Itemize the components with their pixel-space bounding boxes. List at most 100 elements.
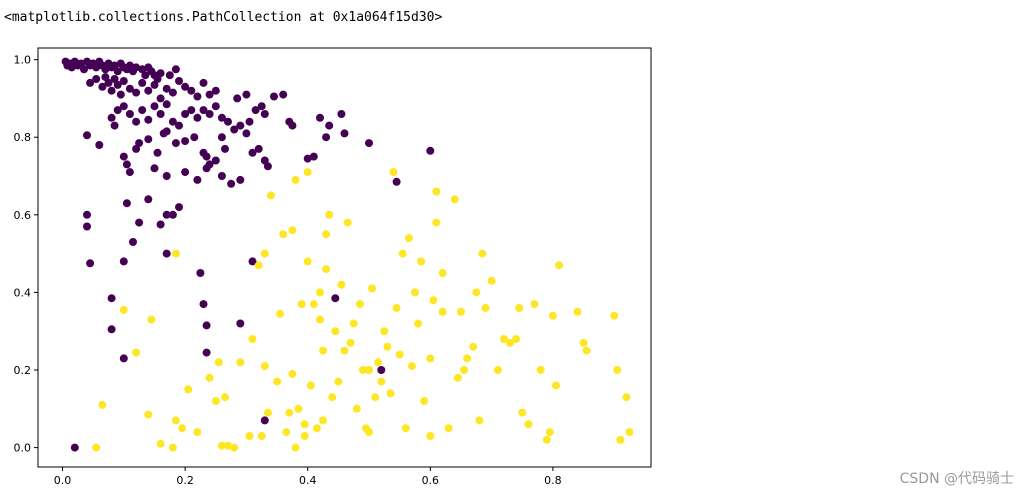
scatter-point-class-1	[545, 428, 554, 437]
scatter-point-class-0	[196, 269, 205, 277]
scatter-point-class-0	[202, 164, 211, 173]
scatter-point-class-1	[285, 408, 294, 417]
scatter-point-class-1	[463, 354, 472, 363]
scatter-point-class-0	[162, 249, 171, 258]
x-tick-label: 0.6	[422, 474, 440, 487]
scatter-point-class-1	[273, 377, 282, 386]
scatter-point-class-1	[184, 385, 193, 394]
y-tick-label: 0.2	[14, 364, 32, 377]
scatter-point-class-0	[187, 86, 196, 95]
points-layer	[61, 57, 634, 452]
scatter-point-class-1	[328, 393, 337, 402]
scatter-point-class-0	[113, 67, 122, 76]
scatter-point-class-1	[352, 404, 361, 413]
scatter-point-class-1	[355, 300, 364, 309]
scatter-point-class-1	[368, 284, 377, 293]
scatter-point-class-0	[202, 152, 211, 161]
scatter-point-class-1	[555, 261, 564, 270]
scatter-point-class-0	[181, 82, 190, 91]
scatter-point-class-0	[279, 90, 288, 99]
scatter-point-class-1	[119, 305, 128, 314]
scatter-point-class-0	[141, 71, 150, 80]
scatter-point-class-1	[156, 439, 165, 448]
scatter-point-class-1	[386, 389, 395, 398]
scatter-point-class-1	[506, 338, 514, 347]
scatter-point-class-1	[469, 342, 478, 351]
scatter-point-class-1	[548, 311, 557, 320]
scatter-point-class-0	[205, 110, 214, 118]
scatter-point-class-0	[132, 117, 141, 126]
scatter-point-class-0	[144, 195, 153, 204]
scatter-point-class-1	[460, 366, 468, 374]
scatter-point-class-0	[156, 94, 165, 103]
scatter-point-class-1	[613, 366, 622, 374]
scatter-point-class-0	[83, 210, 91, 219]
scatter-point-class-0	[116, 90, 125, 99]
scatter-point-class-1	[144, 410, 153, 419]
scatter-point-class-0	[150, 80, 159, 89]
scatter-point-class-0	[199, 300, 208, 309]
scatter-point-class-1	[257, 432, 266, 440]
scatter-point-class-0	[193, 92, 202, 101]
scatter-point-class-0	[221, 144, 229, 153]
scatter-point-class-0	[95, 141, 104, 149]
scatter-point-class-1	[530, 300, 539, 309]
scatter-point-class-0	[171, 65, 180, 74]
scatter-point-class-1	[300, 432, 309, 440]
axes-frame	[37, 47, 652, 468]
scatter-point-class-0	[193, 175, 202, 184]
scatter-point-class-1	[346, 338, 355, 347]
scatter-point-class-0	[119, 102, 128, 111]
scatter-point-class-1	[365, 428, 373, 437]
scatter-point-class-1	[524, 420, 533, 429]
scatter-point-class-0	[153, 148, 162, 157]
scatter-point-class-0	[138, 78, 147, 87]
scatter-point-class-0	[162, 210, 171, 219]
scatter-point-class-0	[92, 75, 101, 83]
scatter-point-class-1	[230, 443, 239, 452]
scatter-point-class-0	[242, 129, 251, 138]
scatter-point-class-1	[438, 269, 447, 277]
scatter-point-class-0	[224, 117, 232, 126]
scatter-point-class-1	[171, 249, 180, 258]
scatter-point-class-1	[420, 397, 429, 405]
scatter-point-class-1	[291, 443, 300, 452]
scatter-point-class-1	[132, 348, 141, 357]
scatter-point-class-0	[98, 82, 107, 91]
scatter-point-class-0	[119, 77, 128, 85]
scatter-point-class-1	[279, 230, 288, 239]
y-tick-label: 0.4	[14, 286, 32, 299]
scatter-point-class-1	[358, 366, 367, 374]
scatter-point-class-1	[414, 319, 423, 328]
y-tick-label: 0.0	[14, 442, 32, 455]
scatter-point-class-0	[138, 106, 147, 115]
scatter-point-class-1	[254, 261, 263, 270]
scatter-point-class-0	[110, 75, 119, 83]
x-tick-label: 0.0	[54, 474, 72, 487]
scatter-point-class-0	[125, 84, 134, 93]
scatter-point-class-1	[178, 424, 187, 433]
scatter-point-class-0	[377, 366, 386, 374]
scatter-point-class-0	[132, 63, 141, 72]
scatter-point-class-0	[217, 113, 226, 122]
scatter-point-class-0	[162, 100, 171, 109]
scatter-point-class-0	[227, 179, 236, 188]
scatter-point-class-0	[125, 110, 134, 118]
scatter-point-class-1	[263, 408, 272, 417]
scatter-point-class-0	[175, 121, 183, 130]
scatter-point-class-1	[168, 443, 177, 452]
scatter-point-class-1	[288, 226, 297, 235]
scatter-point-class-1	[193, 428, 202, 437]
cell-output-text: <matplotlib.collections.PathCollection a…	[4, 10, 443, 25]
scatter-point-class-0	[236, 121, 245, 130]
scatter-point-class-0	[257, 102, 266, 111]
scatter-point-class-1	[625, 428, 634, 437]
scatter-point-class-1	[432, 187, 441, 196]
scatter-point-class-1	[401, 424, 410, 433]
scatter-point-class-0	[263, 162, 272, 171]
scatter-point-class-0	[190, 133, 199, 142]
scatter-point-class-0	[233, 94, 242, 103]
scatter-point-class-0	[316, 113, 324, 122]
scatter-point-class-1	[622, 393, 631, 402]
scatter-point-class-0	[181, 137, 190, 146]
